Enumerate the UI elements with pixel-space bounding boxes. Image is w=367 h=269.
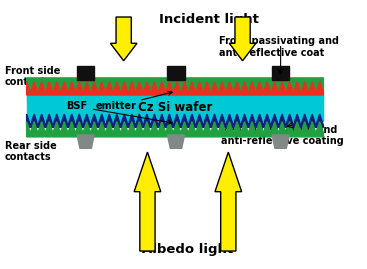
Polygon shape [229,17,256,61]
Text: BSF: BSF [66,101,172,124]
Polygon shape [77,135,94,148]
Text: emitter: emitter [95,91,172,111]
Polygon shape [215,152,241,251]
Polygon shape [27,82,323,95]
Polygon shape [27,78,323,93]
Bar [272,66,289,80]
Polygon shape [167,135,185,148]
Polygon shape [134,152,161,251]
Text: Albedo light: Albedo light [142,243,233,256]
Bar [77,66,94,80]
Text: Rear passivating and
anti-reflective coating: Rear passivating and anti-reflective coa… [221,125,344,146]
Polygon shape [272,135,289,148]
Polygon shape [110,17,137,61]
Text: Rear side
contacts: Rear side contacts [5,141,57,162]
Bar [27,114,323,121]
Polygon shape [27,122,323,137]
Bar [27,95,323,120]
Text: Cz Si wafer: Cz Si wafer [138,101,212,114]
Bar [167,66,185,80]
Polygon shape [27,114,323,127]
Text: Incident light: Incident light [159,13,259,26]
Text: Front passivating and
anti-reflective coat: Front passivating and anti-reflective co… [219,36,339,58]
Text: Front side
contacts: Front side contacts [5,66,60,87]
Bar [27,94,323,101]
